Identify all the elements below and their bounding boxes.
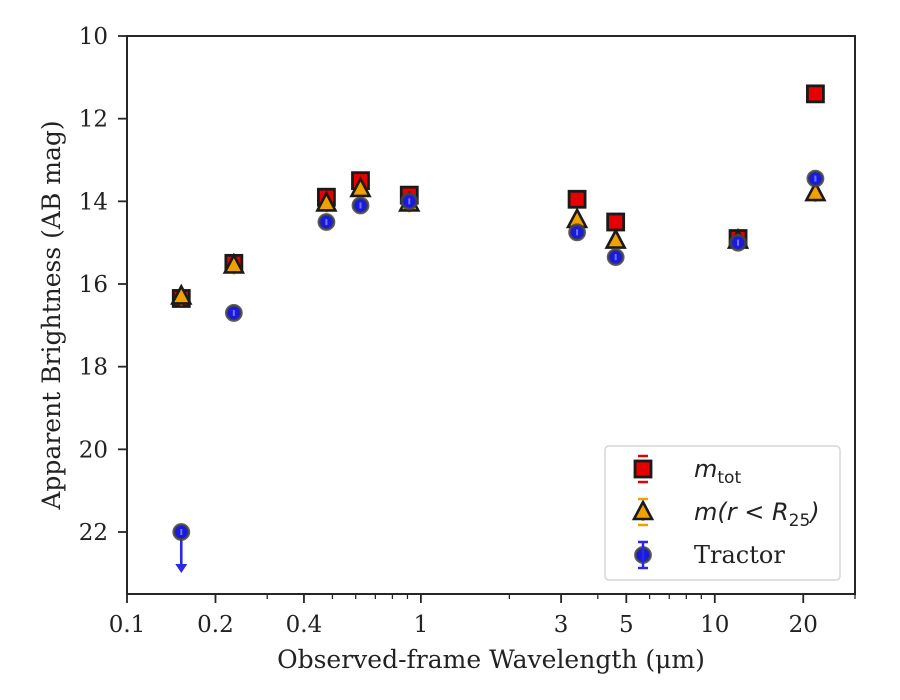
data-point bbox=[606, 248, 625, 267]
y-tick-label: 10 bbox=[79, 24, 108, 50]
x-tick-label: 3 bbox=[554, 612, 569, 638]
legend-label: mtot bbox=[694, 455, 741, 488]
square-marker bbox=[567, 189, 587, 209]
y-tick-label: 12 bbox=[79, 107, 108, 133]
data-point bbox=[729, 233, 747, 252]
legend: mtot m(r < R25) Tractor bbox=[604, 445, 841, 581]
data-point bbox=[806, 84, 825, 104]
x-tick-label: 1 bbox=[414, 612, 429, 638]
square-marker bbox=[606, 212, 626, 232]
x-tick-label: 5 bbox=[619, 612, 634, 638]
data-point bbox=[567, 189, 587, 209]
data-point bbox=[315, 190, 338, 213]
x-tick-label: 0.2 bbox=[197, 612, 234, 638]
series-circle bbox=[172, 169, 825, 573]
triangle-marker bbox=[804, 180, 827, 202]
upper-limit-arrowhead bbox=[175, 564, 188, 573]
plot-frame bbox=[126, 35, 856, 595]
y-axis-ticks: 10 12 14 16 18 20 22 bbox=[79, 24, 127, 546]
data-point bbox=[351, 196, 370, 215]
x-axis-ticks: 0.1 0.2 0.4 1 3 5 10 20 bbox=[109, 594, 818, 638]
series-square bbox=[171, 84, 825, 308]
y-axis-title: Apparent Brightness (AB mag) bbox=[37, 120, 66, 510]
data-point bbox=[224, 304, 243, 322]
legend-label: m(r < R25) bbox=[694, 498, 820, 531]
legend-marker bbox=[633, 459, 653, 479]
data-point bbox=[317, 213, 336, 231]
y-tick-label: 18 bbox=[79, 355, 108, 381]
legend-box bbox=[604, 445, 841, 581]
x-tick-label: 0.1 bbox=[109, 612, 146, 638]
legend-marker bbox=[631, 499, 655, 521]
data-point bbox=[806, 169, 825, 188]
y-tick-label: 20 bbox=[79, 437, 108, 463]
series-triangle bbox=[170, 176, 827, 306]
y-tick-label: 22 bbox=[79, 520, 108, 546]
data-point bbox=[400, 192, 419, 211]
data-point bbox=[804, 180, 827, 203]
data-points bbox=[170, 84, 827, 573]
y-tick-label: 14 bbox=[79, 189, 108, 215]
x-tick-label: 0.4 bbox=[286, 612, 323, 638]
data-point bbox=[170, 283, 193, 306]
x-tick-label: 20 bbox=[789, 612, 818, 638]
data-point bbox=[568, 223, 586, 242]
triangle-marker bbox=[604, 227, 627, 249]
data-point bbox=[222, 252, 246, 275]
triangle-marker bbox=[222, 252, 246, 274]
legend-label: Tractor bbox=[694, 541, 785, 569]
square-marker bbox=[806, 84, 825, 104]
triangle-marker bbox=[170, 283, 193, 305]
x-tick-label: 10 bbox=[700, 612, 729, 638]
triangle-marker bbox=[315, 190, 338, 212]
data-point bbox=[349, 176, 372, 198]
y-tick-label: 16 bbox=[79, 272, 108, 298]
triangle-marker bbox=[631, 499, 655, 521]
data-point bbox=[604, 227, 627, 250]
x-axis-title: Observed-frame Wavelength (μm) bbox=[277, 645, 705, 674]
data-point bbox=[172, 523, 191, 541]
square-marker bbox=[633, 459, 653, 479]
triangle-marker bbox=[349, 176, 372, 198]
